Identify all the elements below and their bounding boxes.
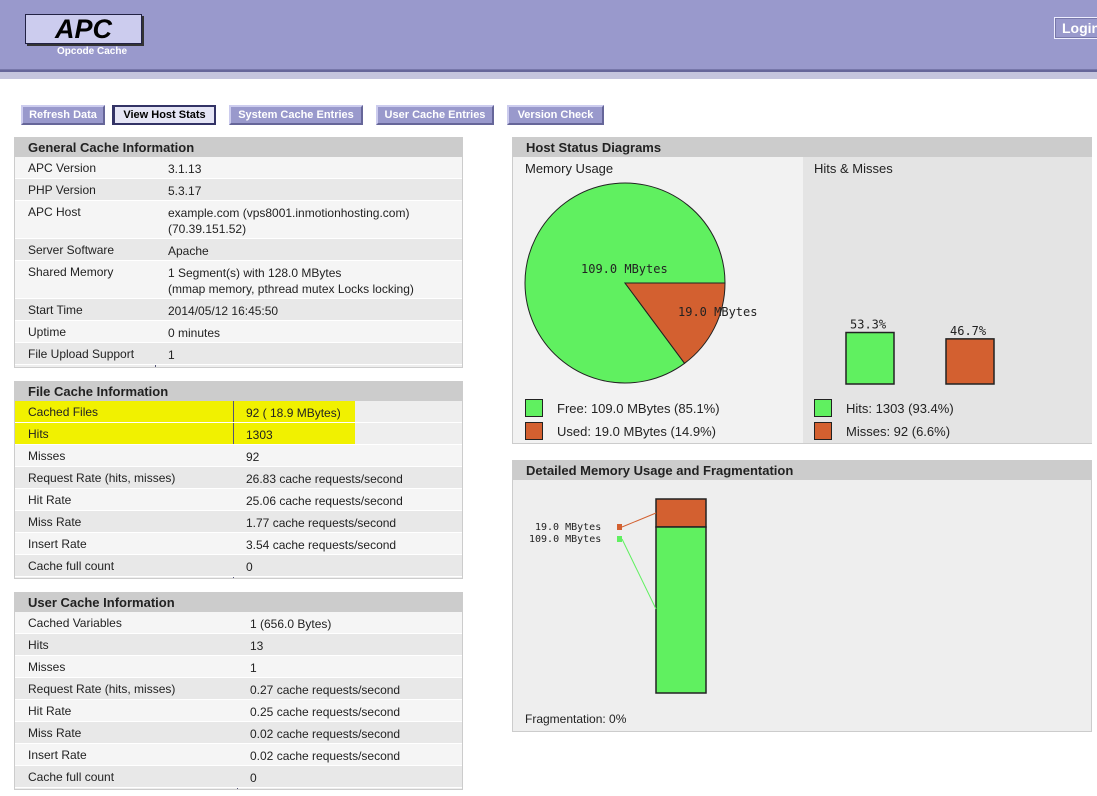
view-host-stats-button[interactable]: View Host Stats xyxy=(112,105,216,125)
table-row: Request Rate (hits, misses) 26.83 cache r… xyxy=(15,467,462,489)
refresh-data-button[interactable]: Refresh Data xyxy=(21,105,105,125)
table-row: APC Host example.com (vps8001.inmotionhos… xyxy=(15,201,462,239)
used-legend-text: Used: 19.0 MBytes (14.9%) xyxy=(557,424,716,439)
free-connector-line xyxy=(621,538,657,610)
table-row: Misses 92 xyxy=(15,445,462,467)
free-legend-swatch xyxy=(525,399,543,417)
pie-used-label: 19.0 MBytes xyxy=(678,305,757,319)
general-cache-title: General Cache Information xyxy=(15,138,462,157)
free-memory-block xyxy=(655,526,707,694)
login-button[interactable]: Login xyxy=(1054,17,1097,39)
table-row: Shared Memory 1 Segment(s) with 128.0 MBy… xyxy=(15,261,462,299)
misses-legend-text: Misses: 92 (6.6%) xyxy=(846,424,951,439)
fragmentation-title: Detailed Memory Usage and Fragmentation xyxy=(513,461,1091,480)
host-status-title: Host Status Diagrams xyxy=(513,138,1091,157)
table-row: Cached Variables 1 (656.0 Bytes) xyxy=(15,612,462,634)
file-cache-title: File Cache Information xyxy=(15,382,462,401)
table-row: Cached Files 92 ( 18.9 MBytes) xyxy=(15,401,462,423)
user-cache-panel: User Cache Information Cached Variables 1… xyxy=(14,592,463,790)
apc-logo: APC xyxy=(25,14,142,44)
misses-bar xyxy=(945,338,995,385)
table-row: Insert Rate 0.02 cache requests/second xyxy=(15,744,462,766)
pie-free-label: 109.0 MBytes xyxy=(581,262,668,276)
table-row: File Upload Support 1 xyxy=(15,343,462,365)
memory-pie-chart: 109.0 MBytes 19.0 MBytes xyxy=(524,182,757,384)
table-row: Hits 1303 xyxy=(15,423,462,445)
misses-legend-swatch xyxy=(814,422,832,440)
host-status-panel: Host Status Diagrams Memory Usage Hits &… xyxy=(512,137,1092,444)
misses-pct-label: 46.7% xyxy=(950,324,987,338)
table-row: Start Time 2014/05/12 16:45:50 xyxy=(15,299,462,321)
hits-legend-text: Hits: 1303 (93.4%) xyxy=(846,401,954,416)
fragmentation-panel: Detailed Memory Usage and Fragmentation … xyxy=(512,460,1092,732)
fragmentation-text: Fragmentation: 0% xyxy=(525,712,627,726)
table-row: Uptime 0 minutes xyxy=(15,321,462,343)
table-row: APC Version 3.1.13 xyxy=(15,157,462,179)
used-legend-swatch xyxy=(525,422,543,440)
free-legend-text: Free: 109.0 MBytes (85.1%) xyxy=(557,401,720,416)
free-label-marker xyxy=(617,536,622,542)
table-row: Request Rate (hits, misses) 0.27 cache re… xyxy=(15,678,462,700)
file-cache-panel: File Cache Information Cached Files 92 ( … xyxy=(14,381,463,579)
used-memory-block xyxy=(655,498,707,528)
used-memory-label: 19.0 MBytes xyxy=(535,522,602,533)
used-connector-line xyxy=(621,512,657,528)
logo-text: APC xyxy=(54,14,112,44)
general-cache-panel: General Cache Information APC Version 3.1… xyxy=(14,137,463,368)
user-cache-title: User Cache Information xyxy=(15,593,462,612)
table-row: Server Software Apache xyxy=(15,239,462,261)
highlight-marker xyxy=(15,401,355,445)
header-divider xyxy=(0,70,1097,79)
table-row: Hit Rate 0.25 cache requests/second xyxy=(15,700,462,722)
logo-subtitle: Opcode Cache xyxy=(57,46,128,57)
pie-slice-used xyxy=(624,282,726,365)
table-row: Cache full count 0 xyxy=(15,555,462,577)
hits-misses-label: Hits & Misses xyxy=(814,161,893,176)
table-row: Cache full count 0 xyxy=(15,766,462,788)
memory-usage-label: Memory Usage xyxy=(525,161,614,176)
table-row: Insert Rate 3.54 cache requests/second xyxy=(15,533,462,555)
hits-bar xyxy=(845,331,895,385)
table-row: Hits 13 xyxy=(15,634,462,656)
hits-misses-bar-chart: 53.3% 46.7% xyxy=(845,318,995,385)
table-row: Miss Rate 1.77 cache requests/second xyxy=(15,511,462,533)
free-memory-label: 109.0 MBytes xyxy=(529,534,602,545)
memory-fragmentation-diagram xyxy=(617,498,707,694)
table-row: Miss Rate 0.02 cache requests/second xyxy=(15,722,462,744)
version-check-button[interactable]: Version Check xyxy=(507,105,604,125)
page-header: APC Opcode Cache Login xyxy=(0,0,1097,70)
table-row: PHP Version 5.3.17 xyxy=(15,179,462,201)
used-label-marker xyxy=(617,524,622,530)
hits-pct-label: 53.3% xyxy=(850,318,887,332)
hits-legend-swatch xyxy=(814,399,832,417)
system-cache-entries-button[interactable]: System Cache Entries xyxy=(229,105,363,125)
hits-misses-section xyxy=(803,157,1092,443)
user-cache-entries-button[interactable]: User Cache Entries xyxy=(376,105,494,125)
table-row: Misses 1 xyxy=(15,656,462,678)
table-row: Hit Rate 25.06 cache requests/second xyxy=(15,489,462,511)
